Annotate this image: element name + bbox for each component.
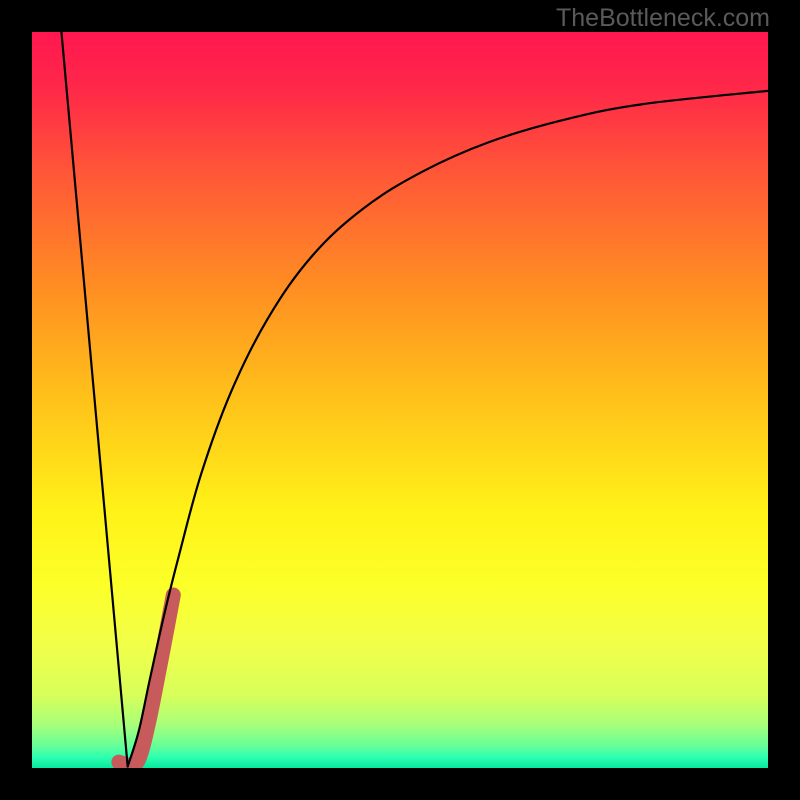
curve-right xyxy=(128,91,768,767)
curve-left xyxy=(61,32,127,767)
plot-area xyxy=(32,32,768,768)
watermark-text: TheBottleneck.com xyxy=(556,4,770,33)
chart-svg xyxy=(32,32,768,768)
highlight-path xyxy=(119,595,173,765)
